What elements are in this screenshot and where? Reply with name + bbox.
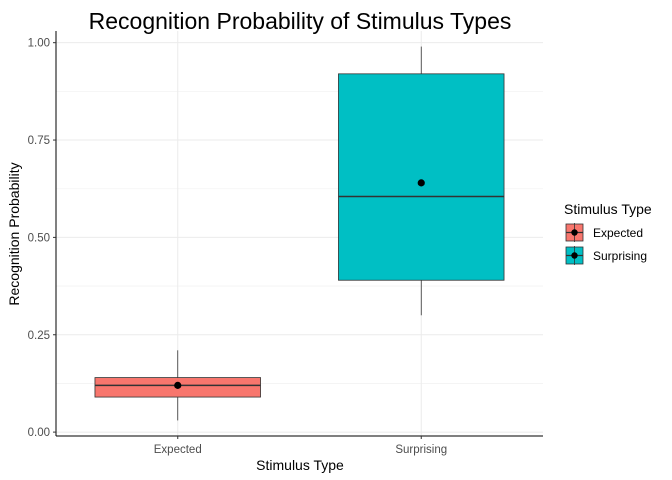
legend-item-expected: Expected [565, 223, 643, 242]
mean-point [174, 381, 182, 389]
legend-label: Surprising [593, 249, 647, 263]
box-iqr [338, 73, 505, 281]
legend-key-point [571, 229, 578, 236]
y-axis-title: Recognition Probability [6, 162, 22, 305]
y-tick-label: 0.25 [28, 330, 50, 342]
legend-item-surprising: Surprising [565, 246, 647, 265]
legend-key-point [571, 252, 578, 259]
y-tick-label: 0.50 [28, 232, 50, 244]
y-tick-label: 1.00 [28, 38, 50, 50]
y-tick-label: 0.00 [28, 427, 50, 439]
legend: Stimulus Type Expected Surprising [564, 201, 652, 265]
y-tick-label: 0.75 [28, 135, 50, 147]
box-expected [94, 350, 261, 421]
box-surprising [338, 46, 505, 316]
boxplot-series [94, 46, 505, 421]
x-tick-label: Expected [154, 444, 202, 456]
legend-title: Stimulus Type [564, 201, 652, 217]
chart-title: Recognition Probability of Stimulus Type… [89, 8, 512, 34]
legend-label: Expected [593, 226, 643, 240]
x-tick-label: Surprising [395, 444, 447, 456]
axes: 0.00 0.25 0.50 0.75 1.00 Expected Surprising [28, 31, 543, 456]
x-axis-title: Stimulus Type [256, 457, 344, 473]
mean-point [417, 179, 425, 187]
